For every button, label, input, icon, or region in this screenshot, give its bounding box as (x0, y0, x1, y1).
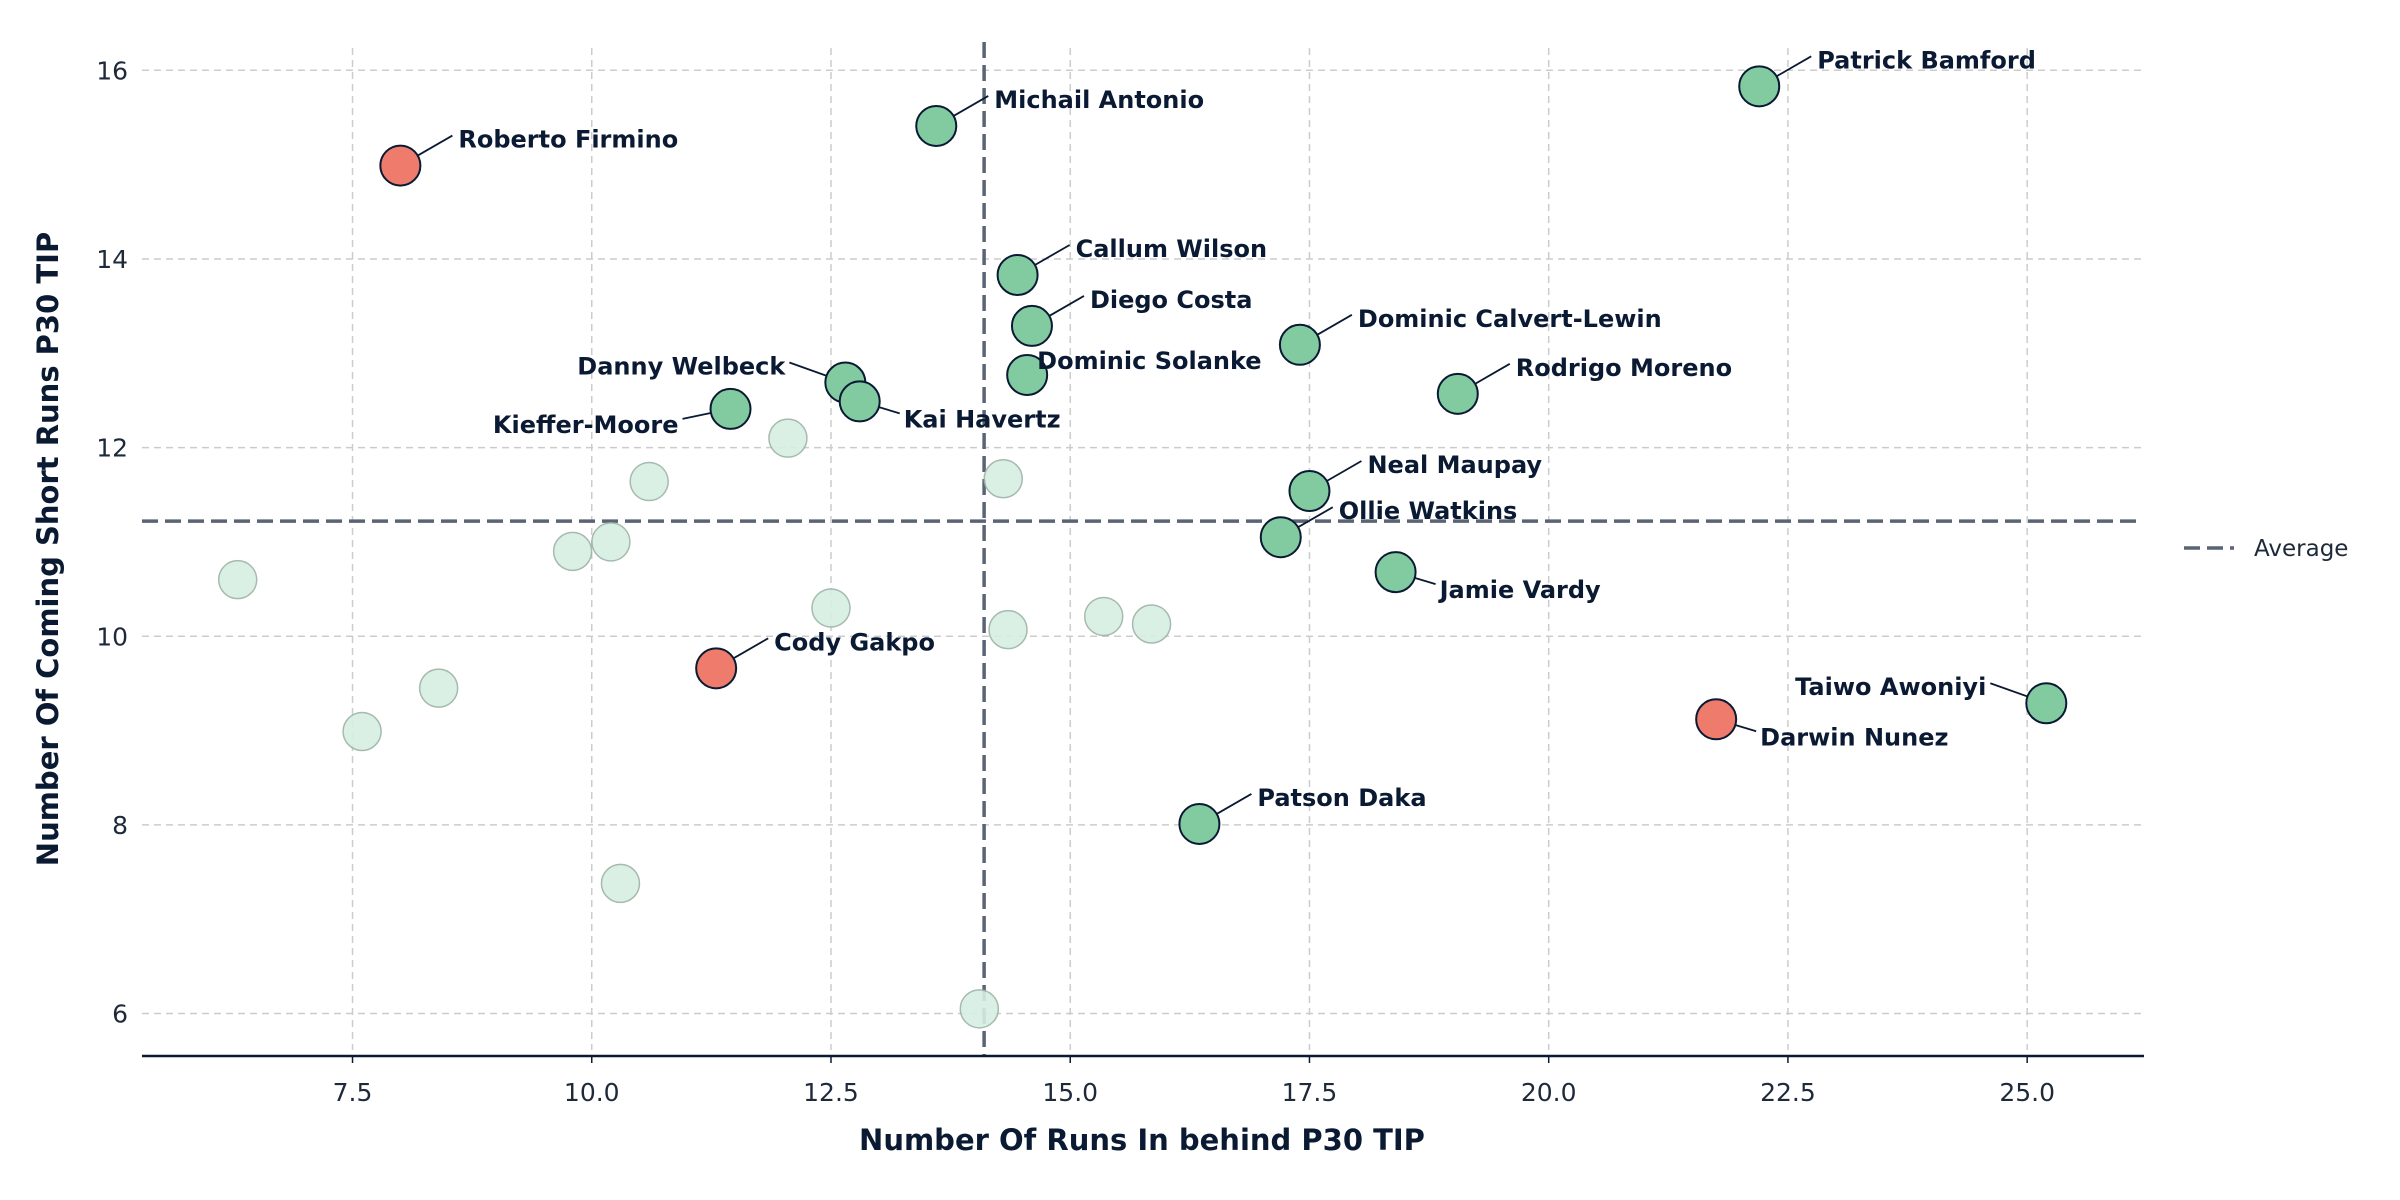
player-label: Dominic Calvert-Lewin (1358, 305, 1662, 333)
point-labels: Patrick Bamford Michail Antonio Roberto Fi… (458, 46, 2036, 812)
x-axis-title: Number Of Runs In behind P30 TIP (859, 1123, 1425, 1157)
background-point (600, 863, 641, 904)
background-point (1131, 604, 1172, 644)
player-point (838, 380, 881, 423)
player-point (2025, 682, 2068, 725)
player-point (996, 253, 1039, 296)
background-point (418, 668, 459, 708)
background-point (552, 531, 593, 572)
player-label: Neal Maupay (1367, 451, 1542, 479)
player-point (1436, 372, 1479, 415)
background-point (591, 522, 631, 562)
player-point (1374, 551, 1417, 594)
player-point (1259, 516, 1302, 559)
player-point (379, 144, 422, 187)
background-point (988, 609, 1028, 650)
player-label: Taiwo Awoniyi (1795, 673, 1986, 701)
player-point (1738, 65, 1781, 108)
player-point (1288, 469, 1331, 512)
player-label: Kieffer-Moore (493, 411, 679, 439)
highlighted-points (379, 65, 2068, 845)
player-label: Danny Welbeck (577, 353, 786, 381)
x-axis-ticks: 7.5 10.0 12.5 15.0 17.5 20.0 22.5 25.0 (333, 1056, 2055, 1107)
player-label: Kai Havertz (904, 405, 1061, 433)
player-label: Darwin Nunez (1760, 723, 1948, 751)
player-label: Rodrigo Moreno (1516, 354, 1732, 382)
y-tick-label: 10 (96, 622, 128, 651)
player-point (1010, 304, 1053, 347)
player-point (695, 647, 738, 690)
y-tick-label: 16 (96, 56, 128, 85)
background-point (1083, 596, 1124, 637)
player-label: Roberto Firmino (458, 126, 678, 154)
background-point (811, 588, 851, 628)
x-tick-label: 7.5 (333, 1078, 373, 1107)
background-point (768, 418, 808, 458)
player-label: Patrick Bamford (1817, 46, 2036, 74)
x-tick-label: 12.5 (803, 1078, 859, 1107)
player-label: Ollie Watkins (1339, 497, 1518, 525)
player-label: Jamie Vardy (1438, 576, 1601, 604)
y-tick-label: 14 (96, 245, 128, 274)
y-tick-label: 8 (112, 811, 128, 840)
background-point (959, 989, 1000, 1029)
player-point (1178, 802, 1221, 845)
player-point (709, 387, 752, 430)
background-point (629, 461, 669, 502)
player-point (1695, 698, 1738, 741)
player-label: Michail Antonio (994, 86, 1204, 114)
player-label: Dominic Solanke (1037, 347, 1261, 375)
legend-average-label: Average (2254, 536, 2348, 562)
x-tick-label: 25.0 (1999, 1078, 2055, 1107)
player-label: Diego Costa (1090, 286, 1253, 314)
y-axis-title: Number Of Coming Short Runs P30 TIP (31, 232, 65, 866)
player-label: Callum Wilson (1076, 235, 1268, 263)
x-tick-label: 10.0 (564, 1078, 620, 1107)
gridlines (142, 48, 2142, 1050)
y-tick-label: 6 (112, 1000, 128, 1029)
x-tick-label: 17.5 (1282, 1078, 1338, 1107)
y-axis-ticks: 6 8 10 12 14 16 (96, 56, 128, 1028)
background-point (342, 711, 382, 752)
y-tick-label: 12 (96, 434, 128, 463)
x-tick-label: 20.0 (1521, 1078, 1577, 1107)
x-tick-label: 15.0 (1042, 1078, 1098, 1107)
background-point (217, 559, 258, 600)
legend: Average (2184, 536, 2348, 562)
player-point (1006, 353, 1049, 396)
background-points (217, 418, 1172, 1029)
background-point (983, 458, 1023, 499)
average-lines (142, 42, 2142, 1056)
player-point (915, 104, 958, 147)
player-point (1278, 323, 1321, 366)
player-label: Cody Gakpo (774, 628, 935, 656)
x-tick-label: 22.5 (1760, 1078, 1816, 1107)
player-label: Patson Daka (1257, 784, 1426, 812)
label-leader-lines (399, 55, 2047, 825)
